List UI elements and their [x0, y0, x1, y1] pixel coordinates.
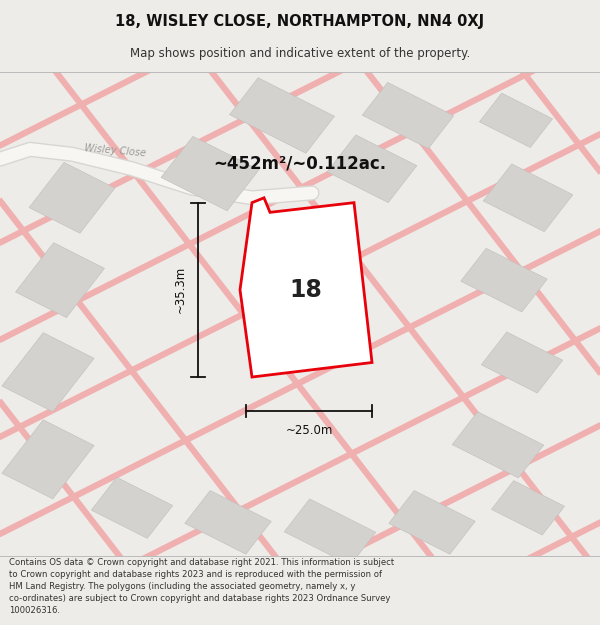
Polygon shape	[491, 481, 565, 535]
Polygon shape	[230, 78, 334, 153]
Polygon shape	[362, 82, 454, 149]
Polygon shape	[29, 162, 115, 233]
Text: ~452m²/~0.112ac.: ~452m²/~0.112ac.	[214, 155, 386, 173]
Polygon shape	[481, 332, 563, 393]
Text: Map shows position and indicative extent of the property.: Map shows position and indicative extent…	[130, 48, 470, 61]
Polygon shape	[327, 135, 417, 202]
Polygon shape	[161, 136, 259, 211]
Text: Contains OS data © Crown copyright and database right 2021. This information is : Contains OS data © Crown copyright and d…	[9, 558, 394, 615]
Text: ~25.0m: ~25.0m	[286, 424, 332, 437]
Polygon shape	[2, 420, 94, 499]
Polygon shape	[389, 491, 475, 554]
Text: 18, WISLEY CLOSE, NORTHAMPTON, NN4 0XJ: 18, WISLEY CLOSE, NORTHAMPTON, NN4 0XJ	[115, 14, 485, 29]
Polygon shape	[479, 93, 553, 148]
Polygon shape	[185, 491, 271, 554]
Polygon shape	[483, 164, 573, 232]
Polygon shape	[240, 198, 372, 377]
Text: ~35.3m: ~35.3m	[173, 266, 187, 314]
Polygon shape	[91, 478, 173, 538]
Text: 18: 18	[290, 278, 322, 302]
Polygon shape	[16, 242, 104, 318]
Text: Wisley Close: Wisley Close	[84, 143, 146, 159]
Polygon shape	[284, 499, 376, 565]
Polygon shape	[2, 332, 94, 412]
Polygon shape	[452, 412, 544, 478]
Polygon shape	[461, 248, 547, 312]
